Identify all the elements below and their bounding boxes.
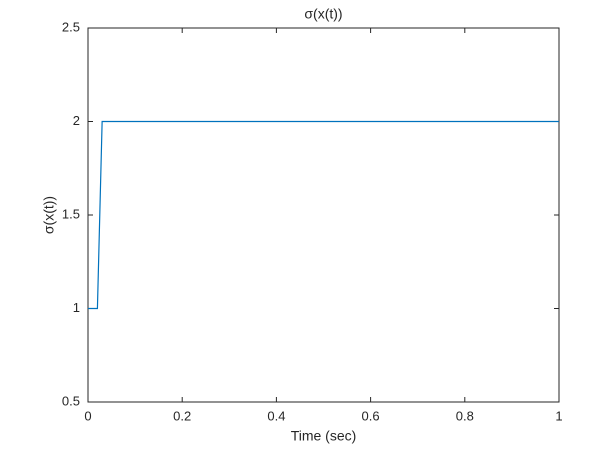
x-tick-label: 0.6 (362, 408, 380, 423)
y-tick-label: 1.5 (62, 206, 80, 221)
y-tick-label: 0.5 (62, 393, 80, 408)
y-tick-label: 2 (73, 113, 80, 128)
data-line (88, 120, 559, 310)
x-tick-label: 1 (555, 408, 562, 423)
y-tick-label: 1 (73, 300, 80, 315)
y-tick-label: 2.5 (62, 19, 80, 34)
x-tick-label: 0.4 (267, 408, 285, 423)
x-tick-label: 0 (84, 408, 91, 423)
x-tick-label: 0.8 (456, 408, 474, 423)
y-axis-label: σ(x(t)) (41, 196, 57, 234)
plot-box (87, 27, 560, 403)
chart-title: σ(x(t)) (304, 6, 342, 22)
x-tick-label: 0.2 (173, 408, 191, 423)
x-axis-label: Time (sec) (291, 428, 357, 444)
